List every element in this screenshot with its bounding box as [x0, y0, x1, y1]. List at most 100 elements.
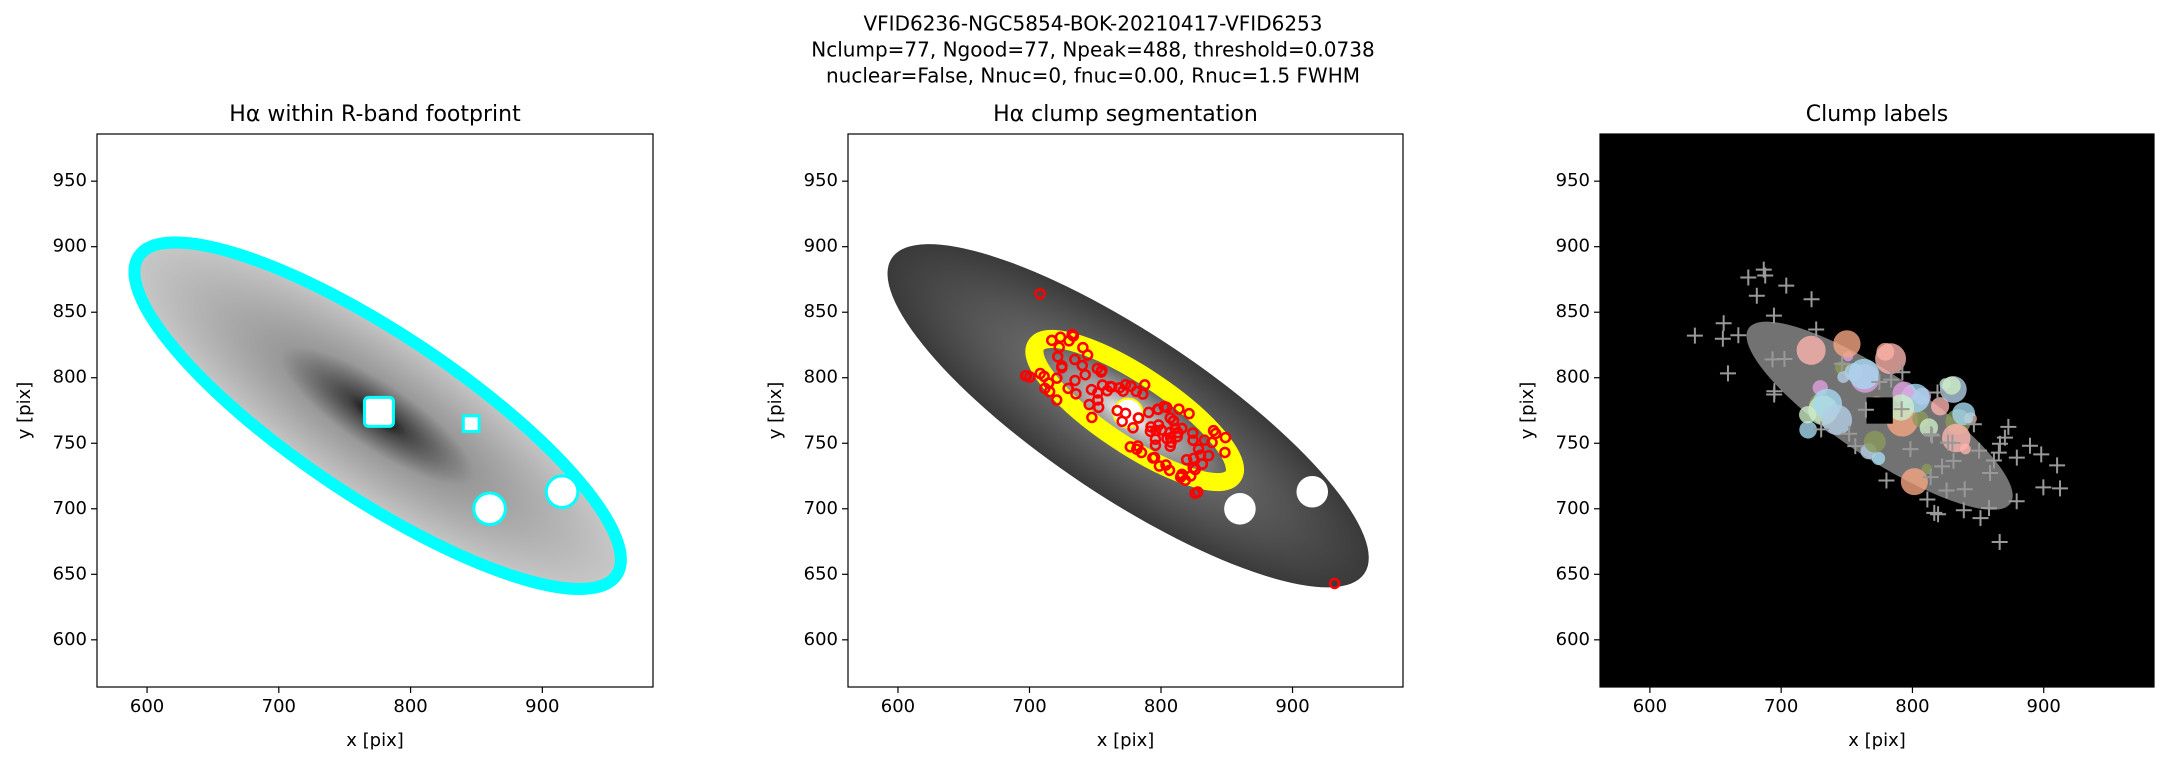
label-patch [1919, 418, 1939, 437]
clump [1183, 407, 1195, 420]
clump [1163, 464, 1176, 477]
peak-marker [2033, 446, 2050, 463]
label-patch [1799, 420, 1817, 439]
clump [1127, 422, 1139, 434]
x-tick-label: 800 [1144, 696, 1178, 717]
image [1600, 134, 2154, 687]
clump [1202, 449, 1215, 462]
peak-marker [1922, 469, 1939, 486]
clump [1034, 288, 1046, 300]
peak-marker [1991, 435, 2008, 452]
peak-marker [1841, 425, 1858, 442]
clump [1069, 374, 1081, 387]
y-tick-label: 900 [804, 236, 838, 257]
clump [1067, 330, 1080, 342]
clump [1081, 349, 1094, 361]
peak-marker [1764, 351, 1781, 368]
clump [1147, 452, 1159, 464]
peak-marker [1926, 504, 1943, 521]
x-tick-label: 900 [1275, 696, 1309, 717]
clump [1164, 412, 1177, 424]
axes-frame [847, 133, 1404, 688]
clump [1051, 372, 1063, 384]
clump [1189, 487, 1201, 500]
x-tick-label: 900 [2027, 696, 2061, 717]
clump [1096, 379, 1109, 391]
peak-marker [1803, 291, 1820, 308]
segment [1025, 329, 1244, 492]
y-tick-label: 800 [1556, 367, 1590, 388]
y-tick-label: 850 [1556, 301, 1590, 322]
mask [544, 474, 580, 510]
peak-marker [1714, 330, 1731, 347]
peak-marker [1878, 472, 1895, 489]
label-patch [1796, 335, 1826, 365]
mask [461, 414, 481, 434]
clump [1076, 359, 1089, 372]
label-patch [1902, 386, 1914, 398]
peak-marker [2052, 480, 2069, 497]
x-tick-label: 600 [130, 696, 164, 717]
x-axis-label: x [pix] [1848, 730, 1906, 751]
peak-marker [2022, 437, 2038, 454]
peak-marker [1757, 267, 1774, 284]
x-tick-label: 700 [1764, 696, 1798, 717]
clump [1039, 382, 1051, 395]
clump [1160, 401, 1173, 414]
peak-marker [1719, 365, 1736, 382]
clump [1024, 371, 1036, 383]
clump [1038, 370, 1050, 383]
peak-marker [1972, 510, 1989, 527]
clump [1207, 424, 1220, 437]
clump [1152, 419, 1165, 431]
y-tick-label: 700 [53, 498, 87, 519]
clump [1113, 382, 1126, 394]
y-tick-label: 750 [53, 432, 87, 453]
figure-title: Nclump=77, Ngood=77, Npeak=488, threshol… [811, 38, 1374, 62]
peak-marker [1923, 426, 1940, 443]
peak-marker [1748, 287, 1765, 304]
peak-marker [1956, 481, 1973, 498]
label-patch [1863, 430, 1886, 453]
clump [1176, 468, 1188, 481]
y-tick-label: 950 [53, 170, 87, 191]
y-tick-label: 900 [1556, 236, 1590, 257]
peak-marker [1981, 499, 1997, 516]
clump [1328, 577, 1341, 590]
peak-marker [1871, 373, 1888, 390]
peak-marker [1847, 438, 1864, 455]
x-axis-label: x [pix] [346, 730, 404, 751]
peak-marker [1686, 327, 1703, 344]
peak-marker [1813, 421, 1830, 438]
figure-title: VFID6236-NGC5854-BOK-20210417-VFID6253 [864, 12, 1323, 36]
y-tick-label: 650 [804, 563, 838, 584]
peak-marker [1924, 427, 1941, 444]
label-patch [1833, 330, 1861, 358]
y-tick-label: 900 [53, 236, 87, 257]
label-patch [1931, 397, 1950, 416]
peak-marker [1715, 315, 1732, 332]
clump [1142, 406, 1155, 419]
axes-frame [1599, 133, 2155, 688]
clump [1144, 425, 1157, 438]
x-axis-label: x [pix] [1097, 730, 1155, 751]
label-patch [1799, 406, 1817, 424]
y-tick-label: 800 [53, 367, 87, 388]
label-patch [1848, 358, 1880, 390]
clump [1051, 350, 1064, 363]
y-axis-label: y [pix] [765, 382, 786, 440]
axes-frame [96, 133, 654, 688]
clump [1187, 427, 1199, 439]
label-patch [1821, 404, 1853, 436]
clump [1119, 407, 1132, 420]
clump [1095, 366, 1107, 378]
mask [472, 491, 507, 527]
x-tick-label: 600 [881, 696, 915, 717]
label-patch [1900, 468, 1928, 496]
clump [1092, 394, 1104, 406]
clump [1189, 463, 1201, 476]
peak-marker [1902, 441, 1919, 458]
clump [1138, 379, 1151, 391]
x-tick-label: 900 [525, 696, 559, 717]
